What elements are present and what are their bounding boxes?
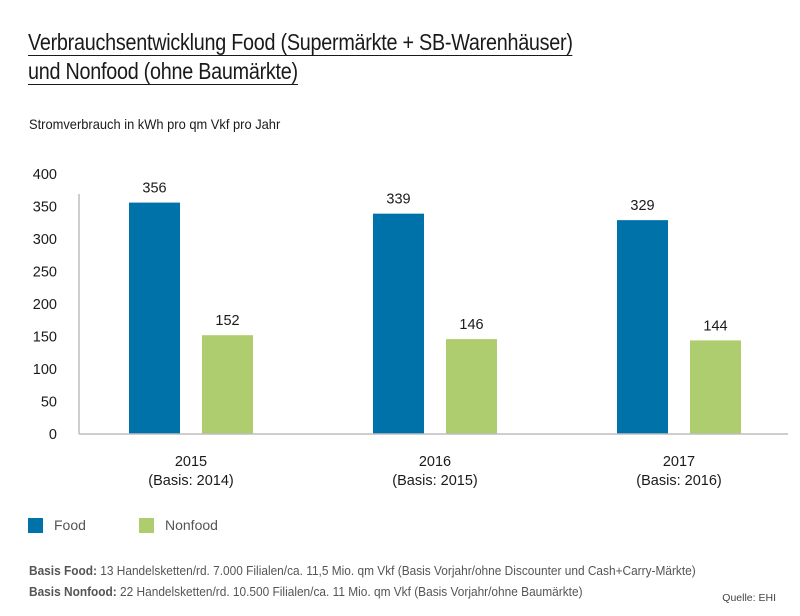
chart-subtitle: Stromverbrauch in kWh pro qm Vkf pro Jah… [29, 116, 281, 132]
bar-food-2016 [373, 213, 424, 434]
value-label-food-2017: 329 [630, 198, 654, 214]
legend-swatch-nonfood [139, 518, 154, 533]
value-labels: 356 152 339 146 329 144 [142, 181, 727, 335]
y-axis-ticks: 0 50 100 150 200 250 300 350 400 [33, 167, 57, 443]
title-line-1: Verbrauchsentwicklung Food (Supermärkte … [28, 29, 573, 56]
y-tick-label: 300 [33, 232, 57, 248]
value-label-food-2015: 356 [142, 181, 166, 197]
legend-label-food: Food [54, 517, 86, 533]
legend-label-nonfood: Nonfood [165, 517, 218, 533]
category-year-label: 2017 [663, 454, 695, 470]
footnotes: Basis Food: 13 Handelsketten/rd. 7.000 F… [29, 561, 696, 603]
category-year-label: 2016 [419, 454, 451, 470]
y-tick-label: 0 [49, 427, 57, 443]
bar-food-2017 [617, 220, 668, 434]
y-tick-label: 200 [33, 297, 57, 313]
bar-nonfood-2017 [690, 340, 741, 434]
bar-nonfood-2015 [202, 335, 253, 434]
value-label-food-2016: 339 [386, 192, 410, 208]
legend-swatch-food [28, 518, 43, 533]
y-tick-label: 100 [33, 362, 57, 378]
value-label-nonfood-2016: 146 [459, 317, 483, 333]
note-basis-nonfood: Basis Nonfood: 22 Handelsketten/rd. 10.5… [29, 585, 583, 599]
value-label-nonfood-2015: 152 [215, 313, 239, 329]
title-line-2: und Nonfood (ohne Baumärkte) [28, 58, 298, 85]
y-tick-label: 350 [33, 200, 57, 216]
bars [129, 202, 741, 434]
y-tick-label: 50 [41, 395, 57, 411]
category-labels: 2015 (Basis: 2014) 2016 (Basis: 2015) 2017 (B… [148, 454, 721, 489]
bar-food-2015 [129, 202, 180, 434]
category-basis-label: (Basis: 2014) [148, 473, 233, 489]
note-basis-food: Basis Food: 13 Handelsketten/rd. 7.000 F… [29, 564, 696, 578]
source-label: Quelle: EHI [722, 592, 776, 604]
y-tick-label: 250 [33, 265, 57, 281]
bar-nonfood-2016 [446, 339, 497, 434]
y-tick-label: 400 [33, 167, 57, 183]
value-label-nonfood-2017: 144 [703, 318, 727, 334]
category-basis-label: (Basis: 2015) [392, 473, 477, 489]
category-basis-label: (Basis: 2016) [636, 473, 721, 489]
y-tick-label: 150 [33, 330, 57, 346]
chart-title: Verbrauchsentwicklung Food (Supermärkte … [28, 28, 573, 86]
category-year-label: 2015 [175, 454, 207, 470]
bar-chart: 0 50 100 150 200 250 300 350 400 356 152 339 146 329… [33, 167, 788, 489]
